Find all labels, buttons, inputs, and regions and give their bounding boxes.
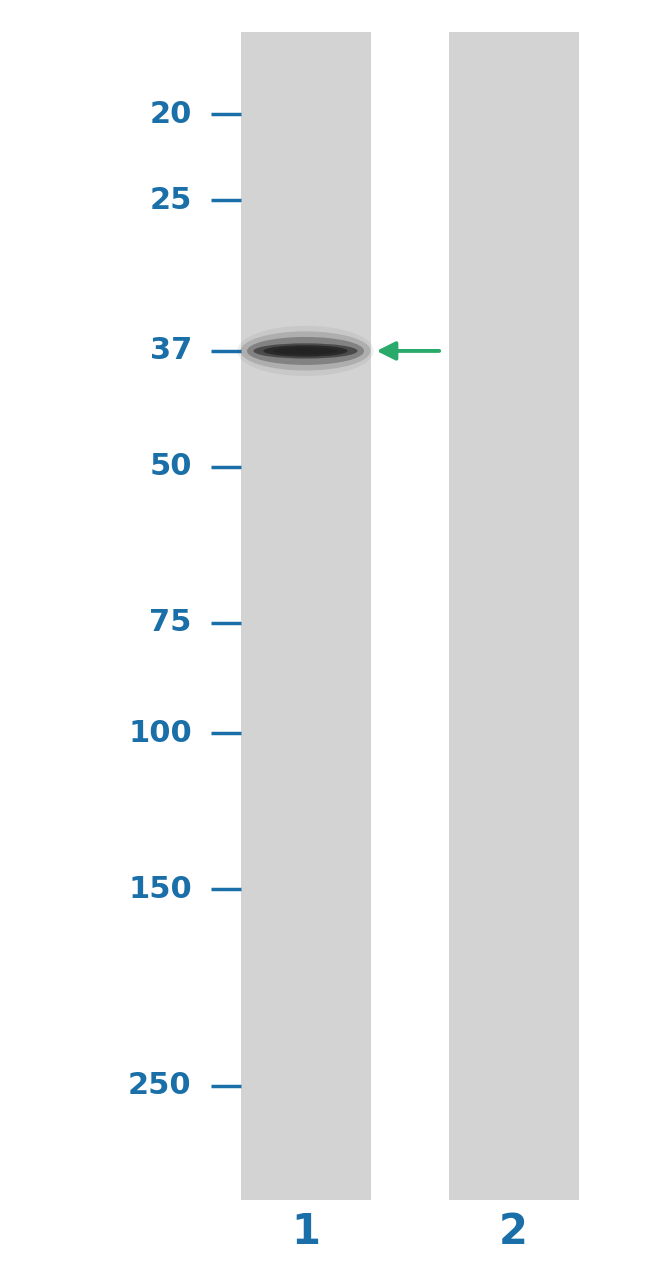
Ellipse shape — [247, 337, 364, 364]
Text: 50: 50 — [150, 452, 192, 481]
Bar — [240, 32, 370, 1200]
Text: 25: 25 — [150, 185, 192, 215]
Ellipse shape — [263, 345, 348, 357]
Text: 150: 150 — [128, 875, 192, 904]
Text: 75: 75 — [150, 608, 192, 638]
Ellipse shape — [254, 343, 358, 358]
Bar — [448, 32, 578, 1200]
Ellipse shape — [273, 347, 338, 354]
Text: 1: 1 — [291, 1210, 320, 1253]
Text: 100: 100 — [128, 719, 192, 748]
Ellipse shape — [240, 331, 370, 371]
Text: 20: 20 — [150, 100, 192, 128]
Ellipse shape — [237, 326, 374, 376]
Text: 2: 2 — [499, 1210, 528, 1253]
Text: 37: 37 — [150, 337, 192, 366]
Text: 250: 250 — [128, 1072, 192, 1100]
